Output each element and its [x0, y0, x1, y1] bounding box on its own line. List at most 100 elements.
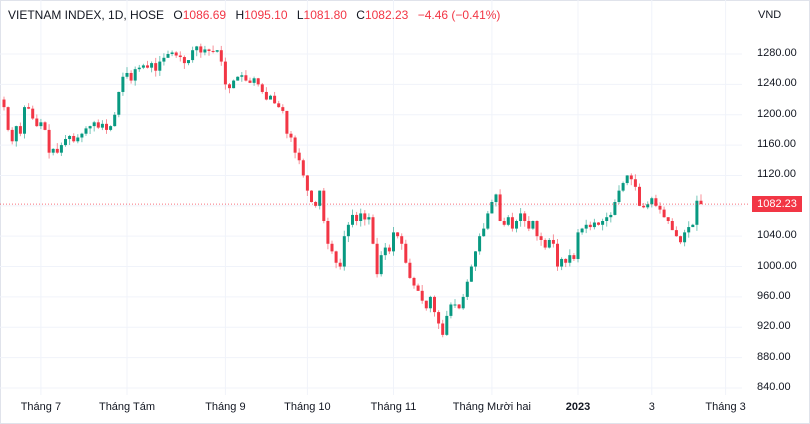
candle-body — [191, 50, 195, 61]
candle-body — [35, 118, 39, 127]
candle-body — [289, 133, 293, 138]
candle-body — [449, 304, 453, 316]
candle-body — [469, 266, 473, 282]
candle-body — [510, 217, 514, 229]
candle-body — [330, 243, 334, 252]
candle-body — [531, 221, 535, 229]
candle-body — [92, 122, 96, 127]
chart-legend: VIETNAM INDEX, 1D, HOSE O1086.69 H1095.1… — [8, 8, 500, 22]
candle-body — [424, 300, 428, 309]
candle-body — [18, 126, 22, 134]
candle-body — [441, 323, 445, 335]
time-tick-label: Tháng 9 — [205, 401, 246, 413]
candle-body — [379, 255, 383, 275]
candle-body — [182, 57, 186, 64]
candle-body — [281, 107, 285, 111]
candle-body — [211, 50, 215, 52]
candle-body — [474, 251, 477, 267]
candle-body — [539, 236, 543, 240]
candle-body — [59, 145, 63, 153]
candle-body — [125, 72, 129, 77]
time-tick-label: Tháng Tám — [98, 401, 156, 413]
candle-body — [273, 95, 277, 104]
candle-body — [428, 296, 432, 309]
candle-body — [363, 213, 367, 220]
candle-body — [166, 54, 170, 58]
time-tick-label: Tháng 7 — [20, 401, 62, 413]
candle-body — [371, 217, 375, 244]
candle-body — [613, 202, 617, 215]
candle-body — [387, 247, 391, 252]
candle-body — [420, 290, 424, 301]
candle-body — [461, 296, 465, 309]
candle-body — [556, 243, 559, 267]
candle-body — [260, 84, 264, 92]
candle-body — [351, 214, 354, 225]
candle-body — [588, 224, 592, 228]
price-tick-label: 1280.00 — [757, 47, 797, 59]
candle-body — [150, 63, 154, 68]
candle-body — [662, 209, 666, 218]
candle-body — [666, 217, 670, 222]
candle-body — [400, 236, 404, 244]
candle-body — [437, 312, 441, 324]
candle-body — [359, 213, 363, 222]
candle-body — [572, 255, 576, 259]
candle-body — [502, 221, 506, 225]
candle-body — [113, 114, 117, 127]
candle-body — [498, 194, 502, 222]
candle-body — [523, 213, 527, 222]
candle-body — [576, 232, 580, 259]
candle-body — [2, 99, 6, 108]
candle-body — [338, 262, 342, 267]
low-value: 1081.80 — [303, 8, 347, 22]
price-tick-label: 1240.00 — [757, 77, 797, 90]
candle-body — [658, 205, 662, 210]
candle-body — [605, 217, 609, 222]
candle-body — [535, 221, 539, 237]
candle-body — [10, 129, 14, 142]
price-tick-label: 920.00 — [757, 320, 791, 333]
price-tick-label: 840.00 — [757, 381, 791, 393]
candle-body — [346, 224, 350, 237]
symbol-label: VIETNAM INDEX, 1D, HOSE — [8, 8, 165, 22]
candle-body — [515, 221, 518, 229]
candle-body — [580, 228, 584, 233]
candle-body — [146, 65, 149, 68]
candle-body — [76, 137, 80, 142]
candle-body — [453, 304, 457, 306]
candle-body — [355, 214, 359, 222]
candle-body — [199, 46, 203, 53]
candle-body — [560, 258, 564, 267]
candle-body — [297, 152, 301, 161]
candle-body — [670, 221, 674, 231]
current-price-label: 1082.23 — [752, 196, 802, 213]
candle-body — [551, 239, 555, 244]
candle-body — [547, 239, 551, 248]
close-value: 1082.23 — [364, 8, 409, 22]
candle-body — [39, 122, 43, 127]
candle-body — [207, 49, 211, 51]
candle-body — [137, 67, 141, 70]
candle-body — [408, 262, 412, 278]
candle-body — [367, 217, 371, 220]
candle-body — [96, 122, 100, 128]
candle-body — [654, 198, 658, 206]
candle-body — [68, 135, 72, 140]
low-key: L — [296, 8, 304, 22]
candle-body — [494, 194, 498, 203]
candle-body — [482, 228, 486, 237]
candle-body — [412, 277, 416, 286]
candle-body — [334, 251, 338, 263]
currency-unit: VND — [758, 9, 782, 21]
candle-body — [158, 61, 162, 71]
candle-body — [80, 133, 84, 138]
candle-body — [609, 214, 613, 218]
candle-body — [240, 75, 244, 77]
candle-body — [154, 63, 158, 71]
open-value: 1086.69 — [182, 8, 227, 22]
candle-body — [174, 52, 178, 56]
candle-body — [543, 239, 547, 248]
